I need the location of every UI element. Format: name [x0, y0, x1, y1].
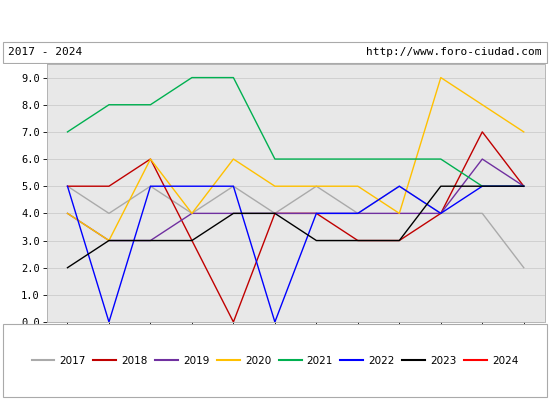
FancyBboxPatch shape [3, 42, 547, 63]
Text: 2017 - 2024: 2017 - 2024 [8, 47, 82, 57]
Text: http://www.foro-ciudad.com: http://www.foro-ciudad.com [366, 47, 542, 57]
FancyBboxPatch shape [3, 324, 547, 397]
Legend: 2017, 2018, 2019, 2020, 2021, 2022, 2023, 2024: 2017, 2018, 2019, 2020, 2021, 2022, 2023… [28, 352, 522, 370]
Text: Evolucion del paro registrado en Navarredondilla: Evolucion del paro registrado en Navarre… [65, 14, 485, 28]
